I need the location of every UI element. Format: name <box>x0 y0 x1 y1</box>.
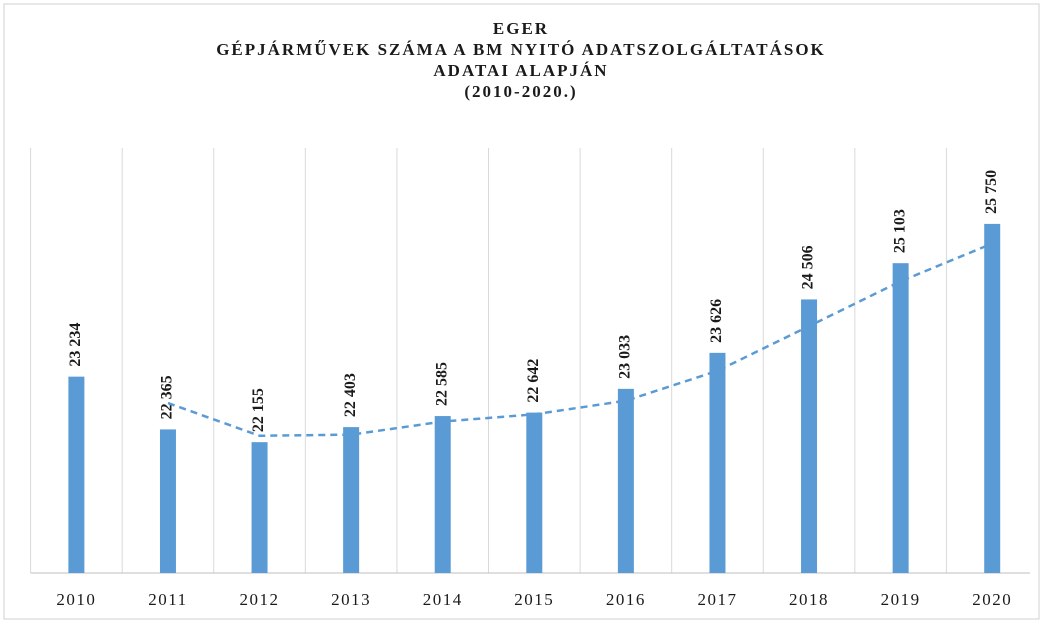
x-tick-label: 2018 <box>789 590 829 609</box>
bar <box>343 427 360 573</box>
bar <box>984 223 1001 573</box>
bar <box>159 429 176 573</box>
x-tick-label: 2015 <box>514 590 554 609</box>
data-label: 22 642 <box>525 359 542 403</box>
chart-border <box>3 3 1040 620</box>
bar <box>251 442 268 573</box>
data-label: 24 506 <box>800 245 817 289</box>
x-tick-label: 2017 <box>697 590 737 609</box>
data-label: 22 585 <box>433 362 450 406</box>
x-tick-label: 2013 <box>331 590 371 609</box>
data-label: 23 626 <box>708 299 725 343</box>
chart-title: ADATAI ALAPJÁN <box>433 61 608 80</box>
chart-title: EGER <box>493 19 549 38</box>
bar <box>801 299 818 573</box>
bar <box>617 388 634 573</box>
x-tick-label: 2014 <box>423 590 463 609</box>
data-label: 25 103 <box>891 209 908 253</box>
chart-title: (2010-2020.) <box>464 82 577 101</box>
x-tick-label: 2010 <box>56 590 96 609</box>
data-label: 23 033 <box>617 335 634 379</box>
x-tick-label: 2016 <box>606 590 646 609</box>
data-label: 22 155 <box>250 388 267 432</box>
bar <box>709 352 726 573</box>
bar <box>526 412 543 573</box>
data-label: 25 750 <box>983 170 1000 214</box>
bar <box>68 376 85 573</box>
data-label: 22 403 <box>342 373 359 417</box>
x-tick-label: 2011 <box>148 590 187 609</box>
x-tick-label: 2019 <box>881 590 921 609</box>
bar <box>434 416 451 573</box>
data-label: 23 234 <box>67 323 84 367</box>
x-tick-label: 2012 <box>240 590 280 609</box>
bar <box>892 263 909 573</box>
x-tick-label: 2020 <box>972 590 1012 609</box>
data-label: 22 365 <box>159 375 176 419</box>
chart-title: GÉPJÁRMŰVEK SZÁMA A BM NYITÓ ADATSZOLGÁL… <box>216 40 826 59</box>
